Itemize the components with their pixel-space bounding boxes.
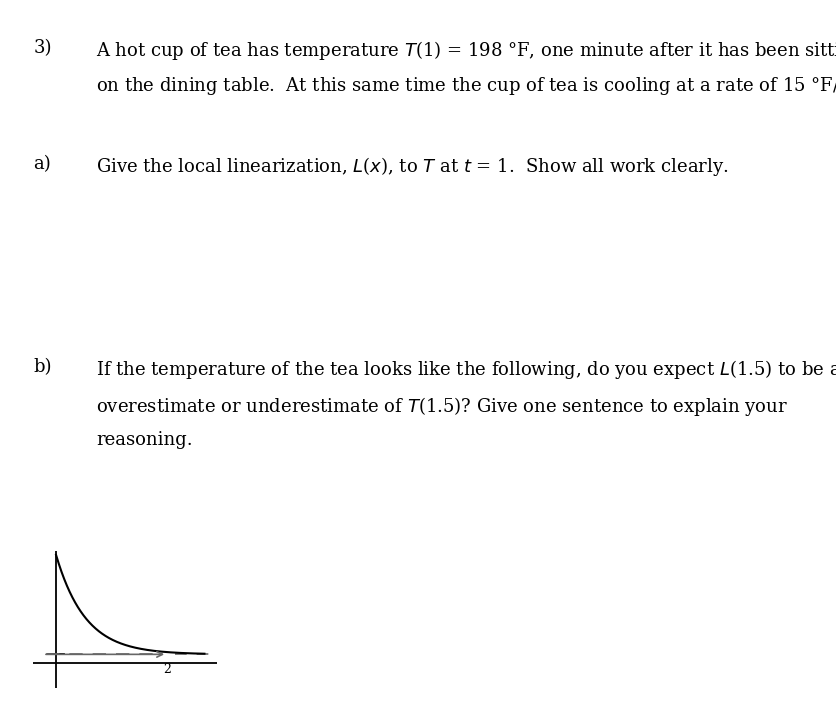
- Text: Give the local linearization, $L$($x$), to $T$ at $t$ = 1.  Show all work clearl: Give the local linearization, $L$($x$), …: [96, 155, 729, 178]
- Text: A hot cup of tea has temperature $T$(1) = 198 °F, one minute after it has been s: A hot cup of tea has temperature $T$(1) …: [96, 39, 836, 62]
- Text: If the temperature of the tea looks like the following, do you expect $L$(1.5) t: If the temperature of the tea looks like…: [96, 358, 836, 381]
- Text: overestimate or underestimate of $T$(1.5)? Give one sentence to explain your: overestimate or underestimate of $T$(1.5…: [96, 395, 788, 418]
- Text: a): a): [33, 155, 51, 173]
- Text: on the dining table.  At this same time the cup of tea is cooling at a rate of 1: on the dining table. At this same time t…: [96, 75, 836, 97]
- Text: 2: 2: [163, 663, 171, 675]
- Text: reasoning.: reasoning.: [96, 431, 193, 449]
- Text: b): b): [33, 358, 52, 376]
- Text: 3): 3): [33, 39, 52, 57]
